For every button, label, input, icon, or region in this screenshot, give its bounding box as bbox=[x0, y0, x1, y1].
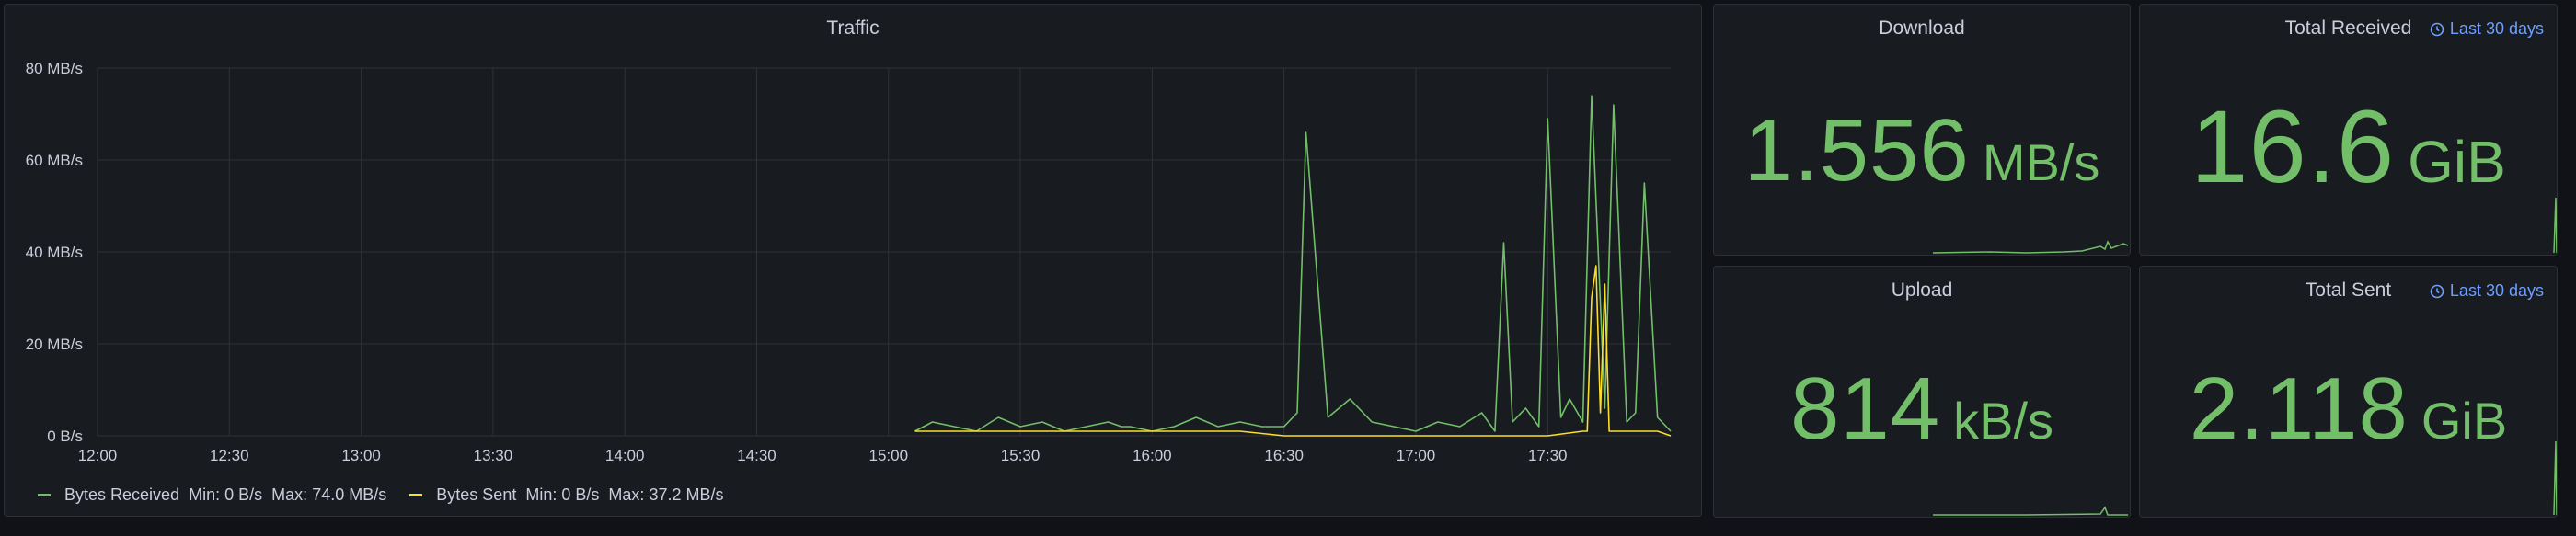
legend-min-label: Min: bbox=[525, 485, 558, 505]
x-tick-label: 17:00 bbox=[1397, 447, 1436, 464]
panel-title[interactable]: Download bbox=[1879, 17, 1965, 39]
panel-title[interactable]: Upload bbox=[1891, 279, 1953, 301]
legend-max-label: Max: bbox=[608, 485, 645, 505]
total-received-sparkline bbox=[2553, 197, 2557, 254]
y-tick-label: 60 MB/s bbox=[26, 152, 83, 169]
total-sent-sparkline bbox=[2553, 440, 2557, 516]
y-tick-label: 0 B/s bbox=[47, 428, 83, 445]
stat-unit: GiB bbox=[2408, 129, 2506, 195]
legend-max-value: 37.2 MB/s bbox=[649, 485, 724, 505]
x-axis: 12:00 12:30 13:00 13:30 14:00 14:30 15:00 15:30… bbox=[78, 447, 1568, 464]
x-tick-label: 12:00 bbox=[78, 447, 118, 464]
time-range-badge[interactable]: Last 30 days bbox=[2430, 267, 2544, 313]
legend-item-received[interactable]: Bytes Received Min: 0 B/s Max: 74.0 MB/s bbox=[38, 485, 391, 505]
legend-swatch-sent bbox=[409, 494, 423, 497]
panel-title[interactable]: Total Received bbox=[2284, 17, 2412, 39]
legend-min-value: 0 B/s bbox=[224, 485, 263, 505]
legend-max-label: Max: bbox=[271, 485, 308, 505]
time-range-label: Last 30 days bbox=[2449, 19, 2544, 38]
legend-swatch-received bbox=[38, 494, 51, 497]
x-tick-label: 12:30 bbox=[210, 447, 249, 464]
series-line-received bbox=[914, 95, 1672, 432]
x-tick-label: 17:30 bbox=[1528, 447, 1568, 464]
y-axis: 0 B/s 20 MB/s 40 MB/s 60 MB/s 80 MB/s bbox=[26, 60, 83, 445]
legend-series-name: Bytes Received bbox=[64, 485, 180, 505]
stat-number: 1.556 bbox=[1743, 101, 1970, 200]
stat-number: 16.6 bbox=[2191, 89, 2396, 204]
clock-icon bbox=[2430, 284, 2444, 299]
y-tick-label: 80 MB/s bbox=[26, 60, 83, 77]
legend-max-value: 74.0 MB/s bbox=[312, 485, 387, 505]
upload-panel: Upload 814 kB/s bbox=[1713, 266, 2131, 518]
chart-grid bbox=[97, 67, 1671, 437]
traffic-panel: Traffic 0 B/s 20 MB/s 40 MB/s 60 MB/s 80 MB/… bbox=[4, 4, 1702, 517]
x-tick-label: 16:00 bbox=[1133, 447, 1172, 464]
y-tick-label: 20 MB/s bbox=[26, 336, 83, 353]
x-tick-label: 15:30 bbox=[1001, 447, 1041, 464]
traffic-chart[interactable]: 0 B/s20 MB/s40 MB/s60 MB/s80 MB/s 12:00 1… bbox=[5, 5, 1702, 483]
y-tick-label: 40 MB/s bbox=[26, 244, 83, 261]
download-panel: Download 1.556 MB/s bbox=[1713, 4, 2131, 256]
chart-series bbox=[914, 95, 1672, 437]
legend-series-name: Bytes Sent bbox=[436, 485, 517, 505]
upload-sparkline bbox=[1933, 506, 2128, 516]
download-sparkline bbox=[1932, 240, 2129, 254]
stat-number: 814 bbox=[1789, 359, 1941, 458]
stat-value: 814 kB/s bbox=[1714, 359, 2130, 460]
total-received-panel: Total Received Last 30 days 16.6 GiB bbox=[2139, 4, 2558, 256]
stat-value: 16.6 GiB bbox=[2140, 87, 2557, 206]
time-range-badge[interactable]: Last 30 days bbox=[2430, 5, 2544, 51]
clock-icon bbox=[2430, 22, 2444, 37]
stat-unit: GiB bbox=[2421, 392, 2508, 450]
panel-title[interactable]: Traffic bbox=[826, 17, 880, 39]
series-line-sent bbox=[914, 265, 1672, 437]
legend-min-label: Min: bbox=[189, 485, 221, 505]
x-tick-label: 13:30 bbox=[474, 447, 513, 464]
x-tick-label: 13:00 bbox=[341, 447, 381, 464]
chart-legend: Bytes Received Min: 0 B/s Max: 74.0 MB/s… bbox=[38, 485, 742, 505]
stat-number: 2.118 bbox=[2189, 359, 2409, 458]
legend-item-sent[interactable]: Bytes Sent Min: 0 B/s Max: 37.2 MB/s bbox=[409, 485, 724, 505]
x-tick-label: 14:30 bbox=[737, 447, 776, 464]
x-tick-label: 15:00 bbox=[869, 447, 909, 464]
legend-min-value: 0 B/s bbox=[561, 485, 600, 505]
stat-unit: MB/s bbox=[1982, 133, 2100, 191]
time-range-label: Last 30 days bbox=[2449, 281, 2544, 300]
stat-unit: kB/s bbox=[1953, 392, 2054, 450]
stat-value: 2.118 GiB bbox=[2140, 359, 2557, 460]
x-tick-label: 16:30 bbox=[1264, 447, 1304, 464]
stat-value: 1.556 MB/s bbox=[1714, 100, 2130, 201]
total-sent-panel: Total Sent Last 30 days 2.118 GiB bbox=[2139, 266, 2558, 518]
panel-title[interactable]: Total Sent bbox=[2305, 279, 2392, 301]
x-tick-label: 14:00 bbox=[605, 447, 645, 464]
